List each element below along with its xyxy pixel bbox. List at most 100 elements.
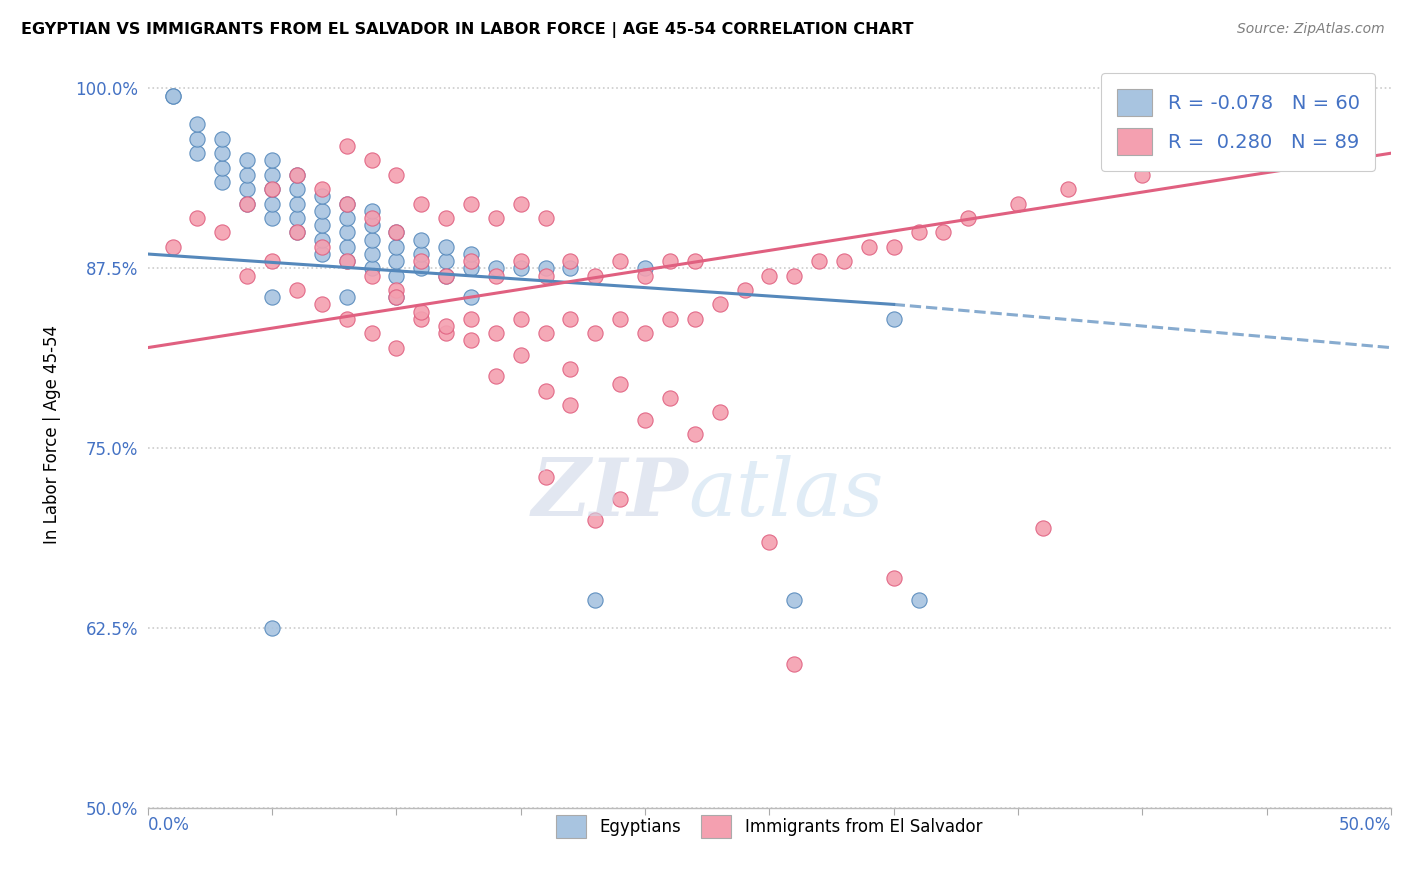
Point (485, 369, 508, 384)
Point (460, 261, 482, 276)
Point (434, 211, 457, 225)
Point (236, 168, 259, 182)
Point (285, 182, 308, 196)
Point (832, 254, 855, 268)
Point (583, 268, 606, 283)
Point (634, 412, 657, 426)
Point (360, 211, 382, 225)
Point (285, 196, 308, 211)
Point (609, 376, 631, 391)
Point (858, 240, 880, 254)
Point (560, 362, 582, 376)
Point (186, 117, 208, 131)
Point (460, 247, 482, 261)
Text: 50.0%: 50.0% (1339, 815, 1391, 834)
Point (634, 326, 657, 341)
Point (411, 261, 433, 276)
Text: atlas: atlas (689, 455, 884, 533)
Point (385, 283, 408, 297)
Point (734, 283, 756, 297)
Point (336, 290, 359, 304)
Point (534, 261, 557, 276)
Point (560, 261, 582, 276)
Point (260, 254, 283, 268)
Point (609, 254, 631, 268)
Point (534, 384, 557, 398)
Point (336, 240, 359, 254)
Point (385, 226, 408, 240)
Point (1130, 168, 1153, 182)
Point (311, 218, 333, 232)
Point (509, 254, 531, 268)
Point (285, 226, 308, 240)
Point (683, 311, 706, 326)
Point (434, 318, 457, 333)
Point (758, 535, 780, 549)
Point (485, 211, 508, 225)
Point (186, 146, 208, 161)
Point (709, 405, 731, 419)
Point (560, 254, 582, 268)
Point (385, 240, 408, 254)
Point (509, 196, 531, 211)
Point (260, 211, 283, 225)
Point (609, 311, 631, 326)
Point (285, 168, 308, 182)
Point (534, 326, 557, 341)
Point (411, 311, 433, 326)
Point (758, 268, 780, 283)
Point (683, 427, 706, 442)
Point (583, 326, 606, 341)
Point (211, 132, 233, 146)
Point (311, 203, 333, 218)
Point (211, 226, 233, 240)
Point (236, 196, 259, 211)
Point (162, 88, 184, 103)
Point (658, 391, 681, 405)
Point (311, 240, 333, 254)
Point (336, 211, 359, 225)
Point (186, 132, 208, 146)
Point (236, 196, 259, 211)
Point (783, 268, 806, 283)
Point (236, 182, 259, 196)
Point (634, 268, 657, 283)
Point (236, 268, 259, 283)
Point (534, 470, 557, 484)
Point (1056, 182, 1078, 196)
Point (509, 348, 531, 362)
Point (285, 211, 308, 225)
Point (460, 254, 482, 268)
Point (360, 218, 382, 232)
Point (583, 592, 606, 607)
Point (311, 297, 333, 311)
Point (434, 254, 457, 268)
Point (311, 182, 333, 196)
Point (360, 326, 382, 341)
Point (385, 168, 408, 182)
Point (709, 297, 731, 311)
Point (260, 153, 283, 168)
Point (211, 161, 233, 175)
Point (434, 326, 457, 341)
Point (336, 139, 359, 153)
Point (336, 254, 359, 268)
Point (285, 283, 308, 297)
Point (360, 261, 382, 276)
Point (285, 168, 308, 182)
Point (236, 153, 259, 168)
Point (411, 196, 433, 211)
Point (1256, 153, 1278, 168)
Point (658, 311, 681, 326)
Point (260, 168, 283, 182)
Point (411, 254, 433, 268)
Point (211, 146, 233, 161)
Point (883, 311, 905, 326)
Point (907, 226, 929, 240)
Point (211, 175, 233, 189)
Point (336, 196, 359, 211)
Text: ZIP: ZIP (531, 455, 689, 533)
Point (1032, 521, 1054, 535)
Point (336, 311, 359, 326)
Legend: Egyptians, Immigrants from El Salvador: Egyptians, Immigrants from El Salvador (550, 808, 988, 845)
